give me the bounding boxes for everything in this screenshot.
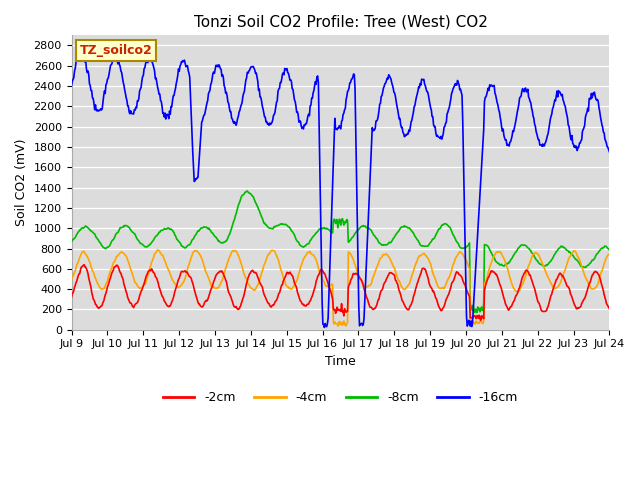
Text: TZ_soilco2: TZ_soilco2: [79, 44, 152, 57]
Title: Tonzi Soil CO2 Profile: Tree (West) CO2: Tonzi Soil CO2 Profile: Tree (West) CO2: [193, 15, 488, 30]
Legend: -2cm, -4cm, -8cm, -16cm: -2cm, -4cm, -8cm, -16cm: [158, 386, 523, 409]
Y-axis label: Soil CO2 (mV): Soil CO2 (mV): [15, 139, 28, 226]
X-axis label: Time: Time: [325, 355, 356, 368]
